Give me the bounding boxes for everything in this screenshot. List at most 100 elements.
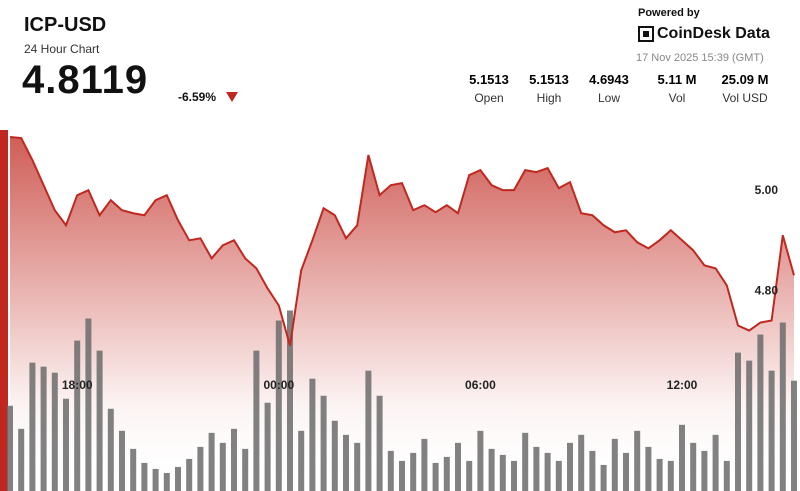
stat: 25.09 M Vol USD	[710, 72, 780, 105]
volume-bar	[320, 395, 327, 491]
volume-bar	[634, 430, 641, 491]
volume-bar	[611, 438, 618, 491]
down-arrow	[226, 92, 238, 102]
volume-bar	[63, 398, 69, 491]
stat-label: High	[536, 91, 562, 105]
volume-bar	[522, 432, 529, 491]
volume-bar	[253, 350, 260, 491]
x-tick-label: 00:00	[263, 378, 294, 392]
brand: CoinDesk Data	[657, 25, 770, 42]
volume-bar	[51, 372, 58, 491]
volume-bar	[567, 442, 573, 491]
volume-bar	[287, 310, 293, 491]
stat-value: 4.6943	[589, 72, 629, 87]
volume-bar	[219, 442, 226, 491]
volume-bar	[376, 395, 383, 491]
stat-label: Open	[474, 91, 504, 105]
volume-bar	[455, 442, 461, 491]
price-area	[10, 137, 794, 491]
volume-bar	[701, 450, 708, 491]
volume-bar	[387, 450, 394, 491]
volume-bar	[623, 452, 629, 491]
volume-bar	[600, 464, 607, 491]
volume-bar	[40, 366, 47, 491]
volume-bar	[735, 352, 741, 491]
stat: 5.1513 Open	[454, 72, 524, 105]
volume-bar	[488, 448, 495, 491]
volume-bar	[544, 452, 551, 491]
powered-by: Powered by	[638, 7, 700, 19]
volume-bar	[656, 458, 663, 491]
volume-bar	[96, 350, 103, 491]
volume-bar	[119, 430, 125, 491]
volume-bar	[421, 438, 428, 491]
volume-bar	[679, 424, 685, 491]
volume-bar	[231, 428, 237, 491]
volume-bar	[399, 460, 405, 491]
price-line	[9, 136, 795, 346]
change: -6.59%	[178, 90, 217, 104]
volume-bar	[432, 462, 439, 491]
volume-bar	[242, 448, 249, 491]
volume-bar	[477, 430, 484, 491]
volume-bar	[779, 322, 786, 491]
volume-bar	[74, 340, 81, 491]
x-tick-label: 18:00	[62, 378, 93, 392]
volume-bar	[354, 442, 361, 491]
volume-bar	[723, 460, 730, 491]
volume-bar	[466, 460, 473, 491]
volume-bar	[667, 460, 674, 491]
volume-bar	[589, 450, 596, 491]
volume-bar	[791, 380, 797, 491]
volume-bar	[275, 320, 282, 491]
volume-bar	[499, 454, 506, 491]
volume-bar	[7, 405, 13, 491]
volume-bar	[29, 362, 36, 491]
volume-bar	[757, 334, 764, 491]
volume-bar	[85, 318, 92, 491]
title: ICP-USD	[24, 14, 107, 36]
volume-bar	[365, 370, 372, 491]
volume-bar	[555, 460, 562, 491]
date: 17 Nov 2025 15:39 (GMT)	[636, 52, 764, 64]
x-tick-label: 06:00	[465, 378, 496, 392]
brand-logo: CoinDesk Data	[638, 25, 770, 43]
volume-bar	[264, 402, 271, 491]
volume-bar	[197, 446, 204, 491]
volume-bar	[768, 370, 775, 491]
stat-value: 5.1513	[529, 72, 569, 87]
volume-bar	[443, 456, 450, 491]
volume-bar	[18, 428, 25, 491]
volume-bar	[746, 360, 753, 491]
stat: 4.6943 Low	[574, 72, 644, 105]
y-tick-label: 5.00	[755, 183, 779, 197]
volume-bar	[690, 442, 697, 491]
volume-bar	[141, 462, 148, 491]
volume-bar	[712, 434, 719, 491]
volume-bar	[208, 432, 215, 491]
volume-bar	[645, 446, 652, 491]
volume-bar	[107, 408, 114, 491]
stat-value: 5.1513	[469, 72, 509, 87]
volume-bar	[410, 452, 417, 491]
price: 4.8119	[22, 58, 149, 102]
volume-bar	[152, 468, 159, 491]
stat-label: Vol	[668, 91, 686, 105]
stat-label: Vol USD	[722, 91, 768, 105]
volume-bar	[309, 378, 316, 491]
volume-bar	[175, 466, 181, 491]
volume-bar	[343, 434, 349, 491]
stat: 5.11 M Vol	[642, 72, 712, 105]
stat: 5.1513 High	[514, 72, 584, 105]
volume-bar	[163, 472, 170, 491]
stat-label: Low	[597, 91, 620, 105]
volume-bar	[186, 458, 193, 491]
left-band	[0, 130, 8, 491]
subtitle: 24 Hour Chart	[24, 42, 100, 56]
volume-bar	[578, 434, 585, 491]
y-tick-label: 4.80	[755, 283, 779, 297]
volume-bar	[130, 448, 137, 491]
logo-icon	[638, 26, 654, 42]
